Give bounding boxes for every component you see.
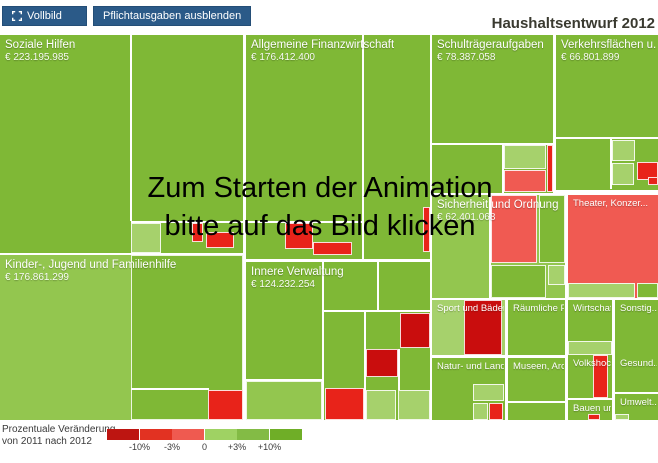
treemap-cell[interactable] <box>508 300 565 355</box>
treemap-cell[interactable] <box>508 358 565 420</box>
treemap-fragment <box>473 403 488 420</box>
treemap-fragment <box>637 283 658 298</box>
animation-start-hint-line1: Zum Starten der Animation <box>147 172 493 204</box>
hide-mandatory-expenses-label: Pflichtausgaben ausblenden <box>103 10 242 22</box>
treemap-fragment <box>131 223 161 253</box>
legend-tick-label: -10% <box>128 442 151 452</box>
treemap-fragment <box>508 401 565 403</box>
treemap-fragment <box>548 265 565 285</box>
legend-caption-line1: Prozentuale Veränderung <box>2 424 116 435</box>
legend-tick-label: +3% <box>227 442 247 452</box>
treemap-fragment <box>192 223 203 242</box>
fullscreen-button[interactable]: Vollbild <box>2 6 87 26</box>
animation-start-hint[interactable]: Zum Starten der Animation bitte auf das … <box>70 169 570 245</box>
legend-color-segment <box>269 429 302 440</box>
legend-color-segment <box>139 429 172 440</box>
treemap-fragment <box>568 341 612 355</box>
treemap-fragment <box>246 221 362 223</box>
color-legend: Prozentuale Veränderung von 2011 nach 20… <box>0 421 658 463</box>
treemap-fragment <box>364 311 366 420</box>
treemap-fragment <box>246 381 322 420</box>
animation-start-hint-line2: bitte auf das Bild klicken <box>164 210 476 242</box>
treemap-fragment <box>377 262 379 312</box>
treemap-fragment <box>593 355 608 398</box>
treemap-cell[interactable] <box>615 355 658 392</box>
treemap-fragment <box>285 223 313 249</box>
legend-tick-label: -3% <box>163 442 181 452</box>
treemap-fragment <box>473 384 504 401</box>
treemap-fragment <box>489 403 503 420</box>
treemap-fragment <box>322 262 324 420</box>
treemap-fragment <box>246 379 322 381</box>
treemap-fragment <box>502 143 504 193</box>
treemap-fragment <box>615 414 629 420</box>
legend-tick-label: +10% <box>257 442 282 452</box>
treemap-cell[interactable] <box>0 35 243 253</box>
treemap-fragment <box>130 35 132 221</box>
treemap-fragment <box>208 390 243 420</box>
treemap-cell[interactable] <box>568 400 612 420</box>
treemap-fragment <box>491 265 546 298</box>
hide-mandatory-expenses-button[interactable]: Pflichtausgaben ausblenden <box>93 6 252 26</box>
legend-caption: Prozentuale Veränderung von 2011 nach 20… <box>2 424 115 448</box>
treemap-fragment <box>400 313 430 348</box>
treemap-fragment <box>648 177 658 185</box>
legend-color-scale: -10% -3% 0 +3% +10% <box>107 429 302 452</box>
treemap-fragment <box>432 143 553 145</box>
treemap-fragment <box>313 242 352 255</box>
treemap-fragment <box>612 140 635 161</box>
treemap-fragment <box>366 349 398 377</box>
treemap-fragment <box>398 390 430 420</box>
treemap-fragment <box>556 137 658 139</box>
treemap-fragment <box>325 388 364 420</box>
treemap-fragment <box>547 145 553 192</box>
treemap-fragment <box>464 300 502 355</box>
treemap-fragment <box>131 388 209 390</box>
legend-tick-label: 0 <box>201 442 208 452</box>
treemap-fragment <box>504 145 546 169</box>
treemap-fragment <box>491 195 537 263</box>
fullscreen-icon <box>12 11 22 21</box>
legend-color-segment <box>172 429 204 440</box>
fullscreen-button-label: Vollbild <box>27 10 62 22</box>
legend-color-segment <box>107 429 139 440</box>
treemap-fragment <box>398 349 400 420</box>
treemap-cell[interactable] <box>568 195 658 298</box>
treemap-fragment <box>324 310 430 312</box>
treemap-fragment <box>366 390 396 420</box>
treemap-fragment <box>423 207 430 252</box>
page-title: Haushaltsentwurf 2012 <box>491 15 655 32</box>
legend-color-segment <box>237 429 269 440</box>
treemap-fragment <box>362 35 364 259</box>
treemap-fragment <box>504 170 546 192</box>
treemap-fragment <box>610 137 612 189</box>
treemap-fragment <box>568 283 635 298</box>
legend-color-segment <box>204 429 237 440</box>
treemap-fragment <box>131 221 243 223</box>
treemap-fragment <box>206 232 234 248</box>
treemap-fragment <box>489 195 491 298</box>
treemap-fragment <box>588 414 600 420</box>
treemap-fragment <box>539 195 565 263</box>
treemap-cell[interactable] <box>615 300 658 355</box>
treemap-fragment <box>612 163 634 185</box>
legend-caption-line2: von 2011 nach 2012 <box>2 436 92 447</box>
